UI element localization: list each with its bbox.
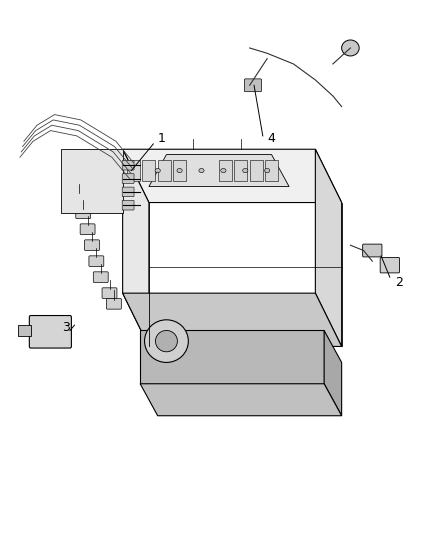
Ellipse shape <box>265 168 270 173</box>
FancyBboxPatch shape <box>89 256 104 266</box>
Text: 4: 4 <box>268 132 276 145</box>
FancyBboxPatch shape <box>122 174 134 183</box>
FancyBboxPatch shape <box>122 200 134 210</box>
FancyBboxPatch shape <box>106 298 121 309</box>
Polygon shape <box>140 330 324 384</box>
FancyBboxPatch shape <box>76 208 91 219</box>
Polygon shape <box>123 293 342 346</box>
Ellipse shape <box>243 168 248 173</box>
Text: 3: 3 <box>62 321 70 334</box>
Polygon shape <box>140 384 342 416</box>
FancyBboxPatch shape <box>363 244 382 257</box>
Ellipse shape <box>155 168 160 173</box>
FancyBboxPatch shape <box>93 272 108 282</box>
FancyBboxPatch shape <box>122 160 134 170</box>
FancyBboxPatch shape <box>71 192 86 203</box>
Polygon shape <box>61 149 123 213</box>
Text: 1: 1 <box>158 132 166 145</box>
FancyBboxPatch shape <box>122 187 134 197</box>
Polygon shape <box>315 149 342 346</box>
Ellipse shape <box>145 320 188 362</box>
Ellipse shape <box>221 168 226 173</box>
Polygon shape <box>123 149 149 346</box>
Polygon shape <box>324 330 342 416</box>
FancyBboxPatch shape <box>29 316 71 348</box>
Polygon shape <box>250 160 263 181</box>
Ellipse shape <box>342 40 359 56</box>
Text: 2: 2 <box>395 276 403 289</box>
Ellipse shape <box>177 168 182 173</box>
Polygon shape <box>158 160 171 181</box>
Polygon shape <box>219 160 232 181</box>
Polygon shape <box>127 160 140 181</box>
FancyBboxPatch shape <box>85 240 99 251</box>
FancyBboxPatch shape <box>102 288 117 298</box>
Polygon shape <box>234 160 247 181</box>
Ellipse shape <box>155 330 177 352</box>
Polygon shape <box>18 325 31 336</box>
Polygon shape <box>123 149 342 203</box>
Polygon shape <box>173 160 186 181</box>
FancyBboxPatch shape <box>80 224 95 235</box>
Polygon shape <box>265 160 278 181</box>
FancyBboxPatch shape <box>380 257 399 273</box>
Polygon shape <box>149 155 289 187</box>
FancyBboxPatch shape <box>244 79 261 92</box>
Ellipse shape <box>199 168 204 173</box>
Polygon shape <box>142 160 155 181</box>
